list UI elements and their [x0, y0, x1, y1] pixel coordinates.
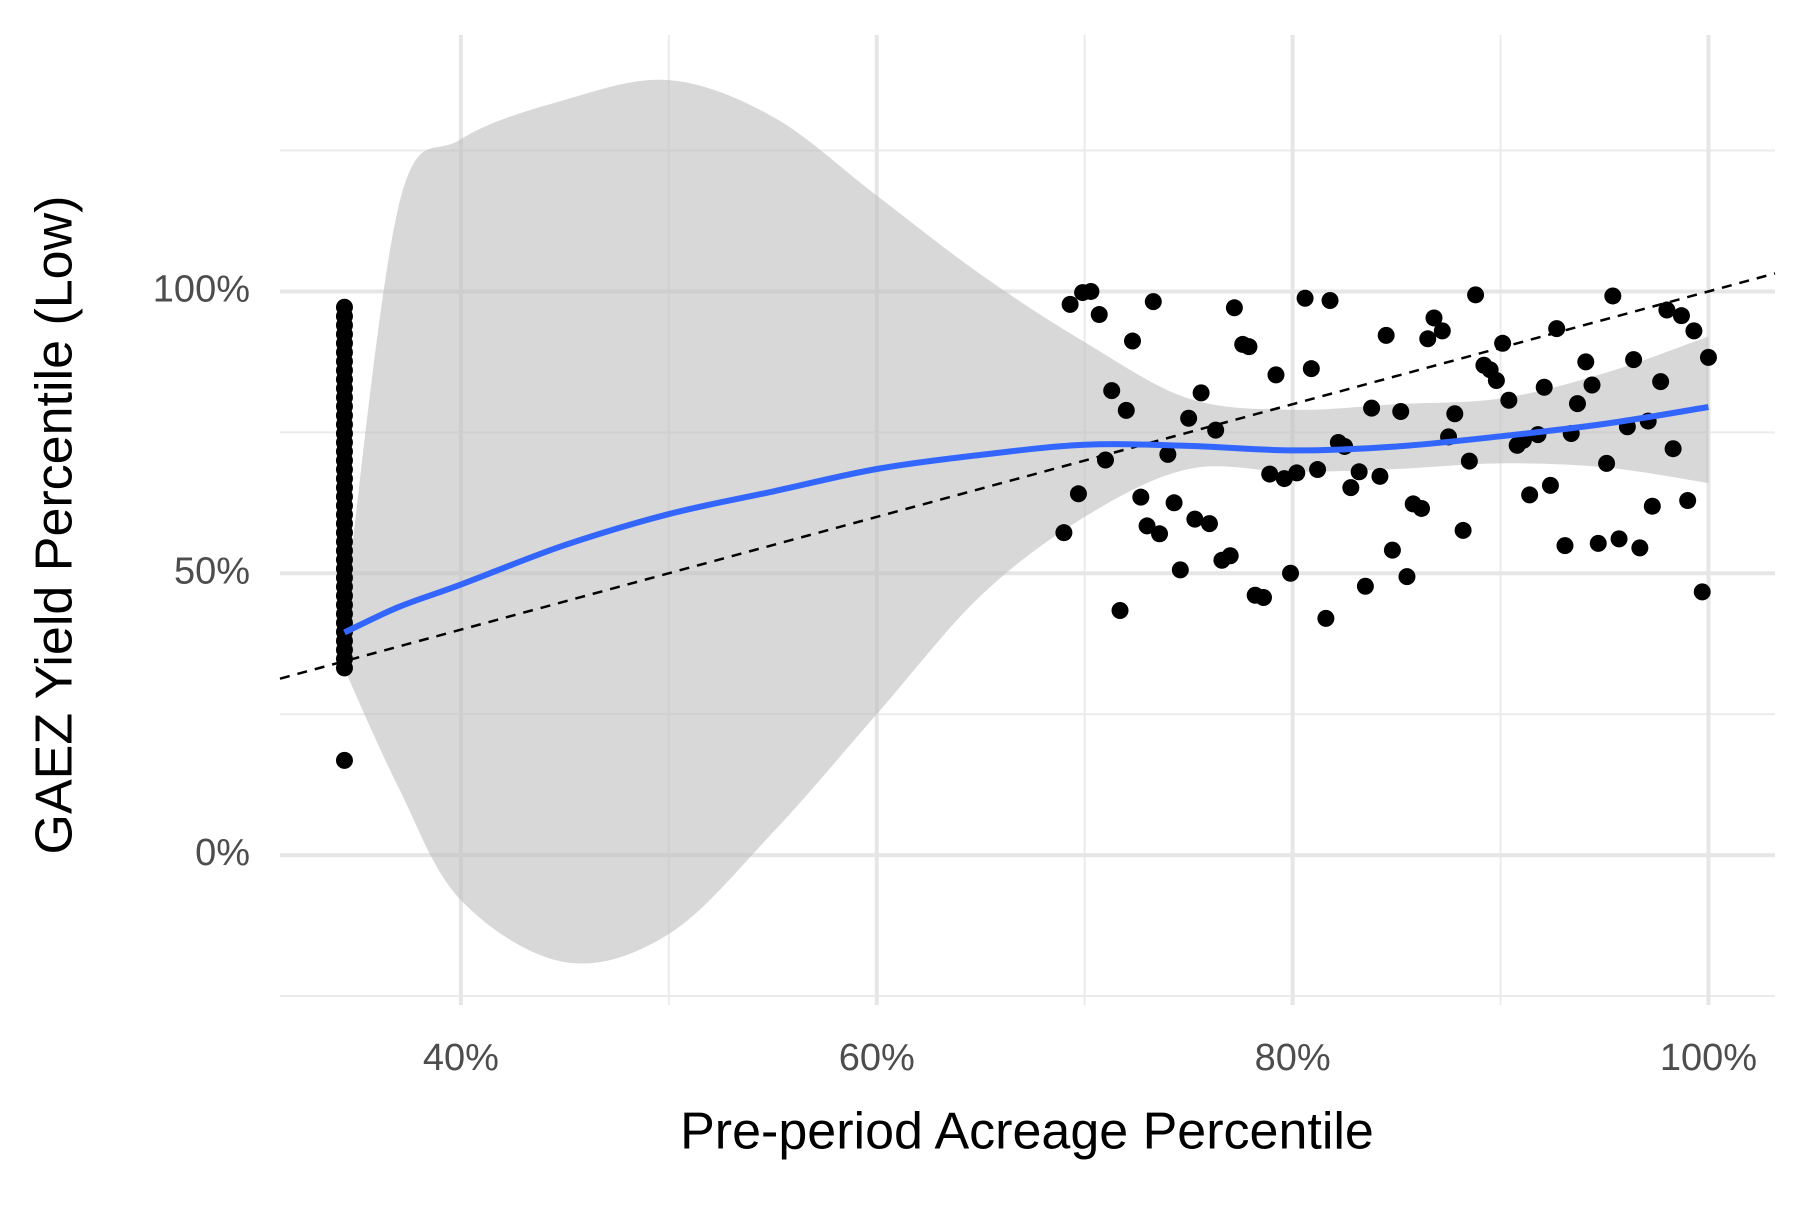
- point: [1643, 497, 1661, 515]
- point: [1342, 479, 1360, 497]
- point: [1171, 561, 1189, 579]
- y-axis-title: GAEZ Yield Percentile (Low): [26, 196, 84, 855]
- point: [1186, 510, 1204, 528]
- point: [1200, 515, 1218, 533]
- point: [1282, 564, 1300, 582]
- point: [1433, 322, 1451, 340]
- point: [1454, 521, 1472, 539]
- point: [1568, 395, 1586, 413]
- point: [1117, 401, 1135, 419]
- point: [1693, 583, 1711, 601]
- point: [1672, 307, 1690, 325]
- point: [1225, 299, 1243, 317]
- point: [1061, 295, 1079, 313]
- y-tick-label: 50%: [174, 550, 250, 592]
- point: [335, 751, 353, 769]
- point: [1254, 588, 1272, 606]
- point: [335, 298, 353, 316]
- point: [1460, 452, 1478, 470]
- point: [1487, 372, 1505, 390]
- point: [1069, 485, 1087, 503]
- point: [1090, 306, 1108, 324]
- point: [1500, 391, 1518, 409]
- point: [1124, 332, 1142, 350]
- y-tick-label: 0%: [195, 832, 250, 874]
- point: [1383, 541, 1401, 559]
- x-tick-label: 80%: [1255, 1037, 1331, 1079]
- point: [1419, 330, 1437, 348]
- point: [1144, 293, 1162, 311]
- point: [1577, 353, 1595, 371]
- point: [1652, 373, 1670, 391]
- point: [1132, 488, 1150, 506]
- point: [1610, 530, 1628, 548]
- point: [1082, 282, 1100, 300]
- point: [1267, 366, 1285, 384]
- point: [1317, 609, 1335, 627]
- point: [1371, 467, 1389, 485]
- point: [1377, 326, 1395, 344]
- point: [1631, 539, 1649, 557]
- point: [1207, 421, 1225, 439]
- point: [1541, 476, 1559, 494]
- point: [1556, 537, 1574, 555]
- x-tick-label: 100%: [1660, 1037, 1757, 1079]
- point: [1699, 348, 1717, 366]
- point: [1356, 577, 1374, 595]
- point: [1350, 463, 1368, 481]
- point: [1521, 486, 1539, 504]
- plot-layers: [279, 79, 1776, 964]
- point: [1363, 399, 1381, 417]
- point: [1296, 289, 1314, 307]
- point: [1467, 286, 1485, 304]
- point: [1240, 338, 1258, 356]
- point: [1658, 301, 1676, 319]
- x-tick-label: 60%: [839, 1037, 915, 1079]
- point: [1392, 403, 1410, 421]
- point: [1598, 454, 1616, 472]
- point: [1589, 534, 1607, 552]
- point: [1446, 405, 1464, 423]
- smooth-line: [343, 404, 1709, 636]
- point: [1288, 464, 1306, 482]
- point: [1679, 492, 1697, 510]
- x-tick-label: 40%: [423, 1037, 499, 1079]
- point: [1302, 360, 1320, 378]
- point: [1664, 440, 1682, 458]
- point: [1625, 351, 1643, 369]
- y-tick-label: 100%: [153, 268, 250, 310]
- point: [1413, 499, 1431, 517]
- point: [1261, 465, 1279, 483]
- point: [1159, 445, 1177, 463]
- point: [1309, 461, 1327, 479]
- point: [1685, 322, 1703, 340]
- point: [1535, 378, 1553, 396]
- point: [1398, 568, 1416, 586]
- point: [1583, 376, 1601, 394]
- point: [1055, 524, 1073, 542]
- point: [1138, 517, 1156, 535]
- point: [1165, 494, 1183, 512]
- point: [1103, 382, 1121, 400]
- point: [1180, 409, 1198, 427]
- point: [1151, 525, 1169, 543]
- point: [1221, 547, 1239, 565]
- point: [1192, 384, 1210, 402]
- point: [1321, 291, 1339, 309]
- x-axis-title: Pre-period Acreage Percentile: [680, 1103, 1374, 1161]
- confidence-band: [344, 79, 1709, 964]
- point: [1425, 309, 1443, 327]
- reference-line: [279, 272, 1776, 680]
- point: [1111, 601, 1129, 619]
- point: [1604, 287, 1622, 305]
